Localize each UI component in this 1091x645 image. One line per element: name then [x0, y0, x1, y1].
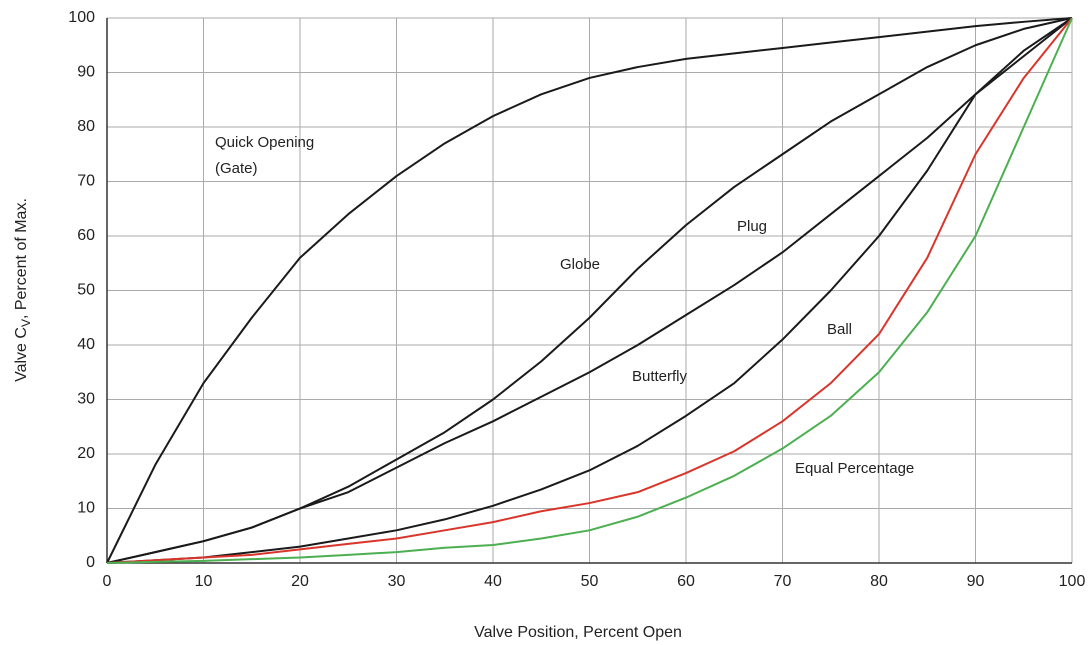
series-line	[106, 17, 1073, 564]
y-tick-label: 50	[77, 282, 95, 299]
series-line	[106, 17, 1073, 564]
x-tick-label: 100	[1059, 573, 1086, 590]
x-tick-label: 60	[677, 573, 695, 590]
y-tick-label: 100	[68, 9, 95, 26]
series-line	[106, 17, 1073, 564]
x-tick-label: 40	[484, 573, 502, 590]
x-tick-label: 10	[195, 573, 213, 590]
y-axis-label: Valve CV, Percent of Max.	[13, 198, 33, 382]
curve-label: Plug	[737, 218, 768, 235]
x-tick-label: 30	[388, 573, 406, 590]
y-tick-label: 30	[77, 391, 95, 408]
y-tick-label: 60	[77, 227, 95, 244]
curve-label: Quick Opening (Gate)	[215, 134, 315, 177]
curve-label: Ball	[827, 321, 853, 338]
curve-label: Butterfly	[632, 368, 688, 385]
y-tick-label: 80	[77, 118, 95, 135]
x-axis-label: Valve Position, Percent Open	[474, 624, 682, 641]
y-tick-label: 10	[77, 500, 95, 517]
y-tick-label: 40	[77, 336, 95, 353]
series-line	[106, 17, 1073, 564]
curve-label: Equal Percentage	[795, 460, 915, 477]
series-line	[106, 17, 1073, 564]
y-label-sub: V	[19, 319, 33, 327]
x-tick-label: 90	[967, 573, 985, 590]
x-tick-label: 70	[774, 573, 792, 590]
y-label-part: , Percent of Max.	[13, 198, 30, 319]
y-tick-label: 90	[77, 64, 95, 81]
x-tick-label: 50	[581, 573, 599, 590]
x-tick-label: 80	[870, 573, 888, 590]
y-tick-label: 70	[77, 173, 95, 190]
x-tick-label: 20	[291, 573, 309, 590]
y-tick-label: 20	[77, 445, 95, 462]
y-tick-label: 0	[86, 554, 95, 571]
y-label-part: Valve C	[13, 327, 30, 382]
curve-label: Globe	[560, 256, 601, 273]
x-tick-label: 0	[103, 573, 112, 590]
